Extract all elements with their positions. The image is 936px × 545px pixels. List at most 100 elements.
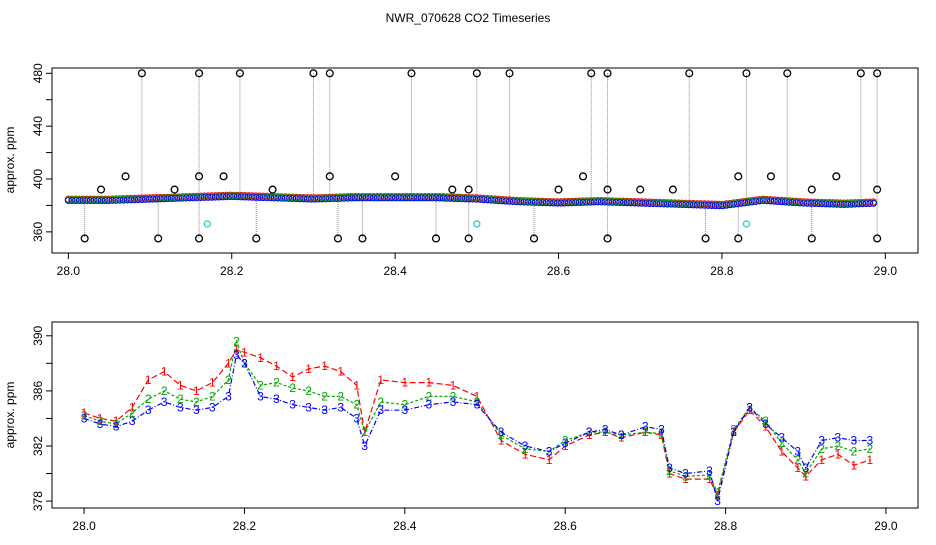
- baseline-point-blue: [292, 195, 300, 203]
- series-point-3: 3: [818, 433, 825, 447]
- series-point-1: 1: [867, 453, 874, 467]
- spike-up-point: [742, 69, 751, 78]
- series-point-3: 3: [730, 425, 737, 439]
- mid-point: [807, 185, 816, 194]
- bottom-ylabel: approx. ppm: [3, 382, 17, 449]
- baseline-point-blue: [531, 198, 539, 206]
- bottom-axes: 28.0 28.2 28.4 28.6 28.8 29.0 378 382 386 390: [31, 325, 898, 533]
- series-point-3: 3: [289, 398, 296, 412]
- series-point-2: 2: [161, 384, 168, 398]
- baseline-point-blue: [491, 196, 499, 204]
- series-point-1: 1: [834, 447, 841, 461]
- baseline-point-blue: [833, 200, 841, 208]
- baseline-point-blue: [233, 193, 241, 201]
- y-tick-label: 360: [31, 222, 45, 242]
- x-tick-label: 28.8: [710, 264, 734, 278]
- y-tick-label: 400: [31, 169, 45, 189]
- series-point-2: 2: [401, 398, 408, 412]
- baseline-point-blue: [465, 195, 473, 203]
- baseline-point-blue: [586, 198, 594, 206]
- series-point-3: 3: [209, 400, 216, 414]
- series-point-3: 3: [714, 494, 721, 508]
- series-point-2: 2: [778, 436, 785, 450]
- series-point-1: 1: [401, 376, 408, 390]
- baseline-point-blue: [744, 198, 752, 206]
- baseline-point-blue: [149, 195, 157, 203]
- baseline-point-blue: [200, 193, 208, 201]
- spike-down-point: [529, 234, 539, 243]
- baseline-point-blue: [381, 194, 389, 202]
- baseline-point-blue: [682, 201, 690, 209]
- series-point-2: 2: [225, 373, 232, 387]
- series-point-3: 3: [794, 445, 801, 459]
- baseline-point-blue: [825, 200, 833, 208]
- baseline-point-blue: [101, 197, 109, 205]
- series-point-1: 1: [658, 428, 665, 442]
- baseline-point-blue: [627, 199, 635, 207]
- baseline-point-blue: [675, 200, 683, 208]
- baseline-point-blue: [656, 200, 664, 208]
- series-point-3: 3: [177, 400, 184, 414]
- series-point-1: 1: [778, 445, 785, 459]
- mid-point: [766, 172, 775, 181]
- baseline-point-blue: [752, 197, 760, 205]
- baseline-point-blue: [164, 195, 172, 203]
- baseline-point-blue: [770, 197, 778, 205]
- baseline-point-blue: [601, 198, 609, 206]
- spike-down-point: [807, 234, 816, 243]
- spike-down-point: [80, 234, 89, 243]
- series-point-1: 1: [161, 365, 168, 379]
- spike-down-point: [734, 234, 743, 243]
- baseline-point-blue: [285, 194, 293, 202]
- series-point-1: 1: [305, 362, 312, 376]
- baseline-point-blue: [369, 194, 377, 202]
- series-point-2: 2: [851, 445, 858, 459]
- baseline-point-blue: [142, 195, 150, 203]
- mid-point: [96, 185, 106, 194]
- top-marks: [64, 69, 882, 243]
- baseline-point-blue: [156, 195, 164, 203]
- series-point-2: 2: [233, 334, 240, 348]
- series-point-3: 3: [746, 400, 753, 414]
- baseline-point-blue: [116, 196, 124, 204]
- baseline-point-blue: [406, 194, 414, 202]
- baseline-point-blue: [686, 201, 694, 209]
- baseline-point-blue: [498, 197, 506, 205]
- baseline-point-blue: [182, 194, 190, 202]
- baseline-point-blue: [417, 194, 425, 202]
- series-point-3: 3: [97, 417, 104, 431]
- spike-down-point: [464, 234, 473, 243]
- baseline-point-blue: [631, 199, 639, 207]
- series-point-3: 3: [145, 403, 152, 417]
- baseline-point-blue: [557, 199, 565, 207]
- panel-top-frame: [51, 67, 919, 254]
- series-point-3: 3: [225, 389, 232, 403]
- baseline-point-blue: [708, 201, 716, 209]
- series-point-2: 2: [730, 422, 737, 436]
- baseline-point-blue: [855, 200, 863, 208]
- chart-title: NWR_070628 CO2 Timeseries: [386, 11, 551, 25]
- baseline-point-blue: [800, 199, 808, 207]
- series-point-1: 1: [586, 428, 593, 442]
- baseline-point-blue: [664, 200, 672, 208]
- series-point-1: 1: [209, 376, 216, 390]
- baseline-point-blue: [700, 201, 708, 209]
- series-point-1: 1: [522, 447, 529, 461]
- baseline-point-blue: [726, 201, 734, 209]
- mid-point: [873, 185, 882, 194]
- baseline-point-blue: [597, 198, 605, 206]
- baseline-point-blue: [678, 201, 686, 209]
- spike-down-point: [701, 234, 710, 243]
- series-point-2: 2: [129, 406, 136, 420]
- baseline-point-blue: [131, 196, 139, 204]
- baseline-point-blue: [79, 197, 87, 205]
- series-point-3: 3: [851, 433, 858, 447]
- series-line-1: [83, 348, 871, 498]
- baseline-point-blue: [579, 198, 587, 206]
- series-line-3: [83, 353, 870, 502]
- spike-up-point: [309, 69, 318, 78]
- x-tick-label: 28.2: [220, 264, 244, 278]
- series-point-3: 3: [305, 400, 312, 414]
- baseline-point-blue: [454, 195, 462, 203]
